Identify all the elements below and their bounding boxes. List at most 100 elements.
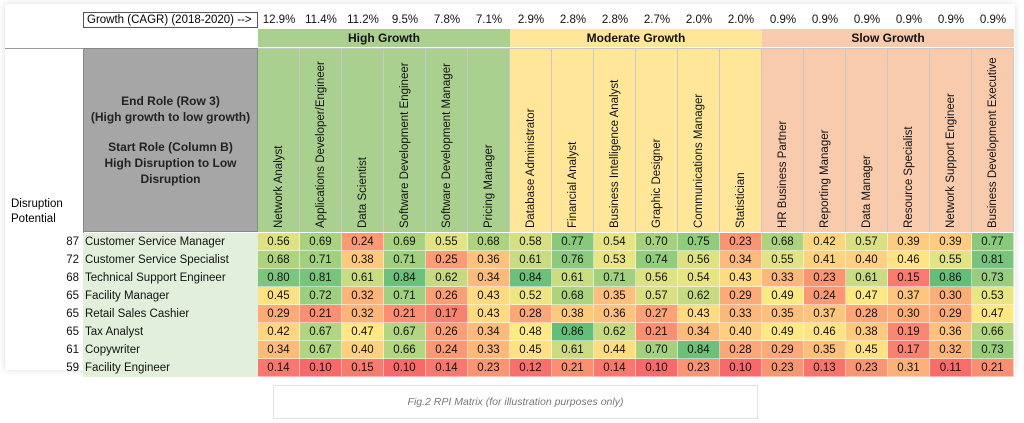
rpi-value-cell: 0.26: [426, 287, 468, 305]
rpi-value-cell: 0.47: [972, 305, 1014, 323]
rpi-value-cell: 0.30: [888, 305, 930, 323]
rpi-value-cell: 0.43: [468, 287, 510, 305]
column-header: Network Analyst: [258, 48, 300, 232]
rpi-value-cell: 0.10: [384, 359, 426, 377]
rpi-value-cell: 0.56: [258, 233, 300, 251]
end-role-label: Network Support Engineer: [944, 93, 957, 228]
end-role-label: Applications Developer/Engineer: [314, 61, 327, 228]
column-header: Data Manager: [846, 48, 888, 232]
end-role-label: HR Business Partner: [776, 120, 789, 228]
column-header: Software Development Engineer: [384, 48, 426, 232]
rpi-value-cell: 0.38: [846, 323, 888, 341]
rpi-value-cell: 0.68: [762, 233, 804, 251]
end-role-label: Software Development Engineer: [398, 62, 411, 228]
growth-row-label: Growth (CAGR) (2018-2020) -->: [83, 12, 258, 28]
column-header: Database Administrator: [510, 48, 552, 232]
rpi-value-cell: 0.31: [888, 359, 930, 377]
header-line-2: (High growth to low growth): [90, 110, 251, 124]
rpi-value-cell: 0.47: [342, 323, 384, 341]
column-header: Financial Analyst: [552, 48, 594, 232]
rpi-value-cell: 0.14: [258, 359, 300, 377]
disruption-score: 87: [66, 236, 79, 248]
column-header: Business Intelligence Analyst: [594, 48, 636, 232]
start-role-background: [83, 341, 258, 359]
rpi-value-cell: 0.28: [720, 341, 762, 359]
rpi-value-cell: 0.62: [678, 287, 720, 305]
rpi-value-cell: 0.37: [888, 287, 930, 305]
rpi-value-cell: 0.21: [552, 359, 594, 377]
end-role-label: Data Scientist: [356, 157, 369, 228]
disruption-label-line-2: Potential: [11, 213, 56, 225]
end-role-label: Statistician: [734, 172, 747, 228]
end-role-label: Business Development Executive: [986, 57, 999, 228]
rpi-value-cell: 0.47: [846, 287, 888, 305]
start-role-name: Retail Sales Cashier: [85, 308, 190, 320]
rpi-value-cell: 0.29: [258, 305, 300, 323]
growth-rate: 12.9%: [262, 14, 296, 26]
rpi-value-cell: 0.36: [594, 305, 636, 323]
growth-rate: 2.8%: [601, 14, 629, 26]
rpi-value-cell: 0.40: [846, 251, 888, 269]
growth-rate: 0.9%: [979, 14, 1007, 26]
column-header: Network Support Engineer: [930, 48, 972, 232]
start-role-name: Technical Support Engineer: [85, 272, 226, 284]
column-header: Reporting Manager: [804, 48, 846, 232]
rpi-value-cell: 0.52: [510, 287, 552, 305]
column-header: Statistician: [720, 48, 762, 232]
start-role-background: [83, 251, 258, 269]
growth-band-moderate-growth: Moderate Growth: [510, 29, 762, 47]
disruption-score: 65: [66, 290, 79, 302]
rpi-value-cell: 0.80: [258, 269, 300, 287]
rpi-value-cell: 0.74: [636, 251, 678, 269]
rpi-value-cell: 0.17: [426, 305, 468, 323]
rpi-value-cell: 0.55: [426, 233, 468, 251]
rpi-value-cell: 0.57: [636, 287, 678, 305]
start-role-name: Copywriter: [85, 344, 140, 356]
rpi-value-cell: 0.29: [720, 287, 762, 305]
rpi-value-cell: 0.45: [510, 341, 552, 359]
rpi-value-cell: 0.40: [342, 341, 384, 359]
rpi-value-cell: 0.62: [594, 323, 636, 341]
rpi-value-cell: 0.46: [888, 251, 930, 269]
rpi-value-cell: 0.66: [384, 341, 426, 359]
rpi-value-cell: 0.84: [678, 341, 720, 359]
rpi-value-cell: 0.68: [258, 251, 300, 269]
rpi-value-cell: 0.67: [300, 341, 342, 359]
rpi-value-cell: 0.33: [468, 341, 510, 359]
column-header: Resource Specialist: [888, 48, 930, 232]
rpi-value-cell: 0.23: [678, 359, 720, 377]
disruption-potential-label: Disruption Potential: [11, 197, 63, 227]
rpi-value-cell: 0.54: [594, 233, 636, 251]
column-header: Business Development Executive: [972, 48, 1014, 232]
disruption-score: 68: [66, 272, 79, 284]
rpi-value-cell: 0.53: [972, 287, 1014, 305]
rpi-value-cell: 0.38: [552, 305, 594, 323]
rpi-value-cell: 0.56: [636, 269, 678, 287]
rpi-value-cell: 0.21: [384, 305, 426, 323]
rpi-value-cell: 0.53: [594, 251, 636, 269]
growth-band-high-growth: High Growth: [258, 29, 510, 47]
rpi-value-cell: 0.35: [804, 341, 846, 359]
end-role-label: Software Development Manager: [440, 63, 453, 228]
rpi-value-cell: 0.13: [804, 359, 846, 377]
column-header: Pricing Manager: [468, 48, 510, 232]
rpi-value-cell: 0.27: [636, 305, 678, 323]
start-role-background: [83, 287, 258, 305]
rpi-value-cell: 0.21: [972, 359, 1014, 377]
rpi-value-cell: 0.81: [972, 251, 1014, 269]
rpi-value-cell: 0.62: [426, 269, 468, 287]
rpi-value-cell: 0.28: [846, 305, 888, 323]
growth-band-slow-growth: Slow Growth: [762, 29, 1014, 47]
rpi-value-cell: 0.48: [510, 323, 552, 341]
rpi-value-cell: 0.69: [300, 233, 342, 251]
end-role-label: Resource Specialist: [902, 126, 915, 228]
rpi-value-cell: 0.86: [930, 269, 972, 287]
rpi-value-cell: 0.42: [258, 323, 300, 341]
rpi-value-cell: 0.33: [720, 305, 762, 323]
rpi-value-cell: 0.58: [510, 233, 552, 251]
rpi-value-cell: 0.19: [888, 323, 930, 341]
rpi-value-cell: 0.43: [678, 305, 720, 323]
rpi-value-cell: 0.71: [384, 287, 426, 305]
header-line-3: Start Role (Column B): [108, 140, 233, 154]
rpi-value-cell: 0.42: [804, 233, 846, 251]
